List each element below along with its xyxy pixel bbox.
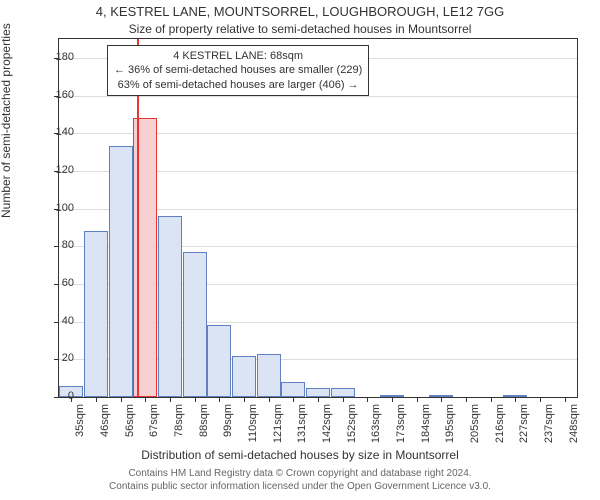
- annotation-line-1: 4 KESTREL LANE: 68sqm: [114, 49, 362, 63]
- annotation-line-2: ← 36% of semi-detached houses are smalle…: [114, 63, 362, 77]
- histogram-bar: [331, 388, 355, 397]
- x-tick-mark: [392, 397, 393, 402]
- x-tick-mark: [367, 397, 368, 402]
- histogram-bar: [306, 388, 330, 397]
- x-tick-label: 163sqm: [370, 404, 382, 443]
- x-tick-mark: [540, 397, 541, 402]
- x-tick-label: 67sqm: [148, 404, 160, 437]
- x-tick-mark: [491, 397, 492, 402]
- annotation-line-3: 63% of semi-detached houses are larger (…: [114, 78, 362, 92]
- histogram-bar: [281, 382, 305, 397]
- y-tick-label: 60: [44, 277, 74, 289]
- x-tick-mark: [515, 397, 516, 402]
- x-tick-mark: [417, 397, 418, 402]
- x-tick-label: 131sqm: [296, 404, 308, 443]
- x-tick-label: 195sqm: [444, 404, 456, 443]
- x-tick-label: 216sqm: [494, 404, 506, 443]
- x-tick-label: 88sqm: [198, 404, 210, 437]
- x-tick-label: 35sqm: [74, 404, 86, 437]
- footer-line-1: Contains HM Land Registry data © Crown c…: [0, 468, 600, 481]
- x-tick-mark: [121, 397, 122, 402]
- y-tick-label: 0: [44, 390, 74, 402]
- x-tick-mark: [96, 397, 97, 402]
- x-tick-label: 46sqm: [99, 404, 111, 437]
- x-tick-label: 99sqm: [222, 404, 234, 437]
- x-tick-mark: [195, 397, 196, 402]
- x-tick-label: 237sqm: [543, 404, 555, 443]
- y-axis-label: Number of semi-detached properties: [0, 23, 13, 218]
- x-tick-mark: [343, 397, 344, 402]
- histogram-bar: [232, 356, 256, 397]
- x-tick-label: 227sqm: [518, 404, 530, 443]
- histogram-bar: [257, 354, 281, 397]
- y-tick-label: 100: [44, 202, 74, 214]
- x-tick-label: 248sqm: [568, 404, 580, 443]
- x-tick-label: 173sqm: [395, 404, 407, 443]
- y-tick-label: 120: [44, 164, 74, 176]
- histogram-bar: [84, 231, 108, 397]
- x-tick-label: 184sqm: [420, 404, 432, 443]
- y-tick-label: 80: [44, 239, 74, 251]
- plot-area: 4 KESTREL LANE: 68sqm← 36% of semi-detac…: [58, 38, 578, 398]
- x-axis-label: Distribution of semi-detached houses by …: [0, 448, 600, 462]
- x-tick-mark: [219, 397, 220, 402]
- x-tick-mark: [145, 397, 146, 402]
- x-tick-label: 56sqm: [124, 404, 136, 437]
- x-tick-mark: [318, 397, 319, 402]
- histogram-bar: [207, 325, 231, 397]
- x-tick-mark: [293, 397, 294, 402]
- chart-subtitle: Size of property relative to semi-detach…: [0, 22, 600, 36]
- footer-attribution: Contains HM Land Registry data © Crown c…: [0, 468, 600, 493]
- histogram-bar: [183, 252, 207, 397]
- y-tick-label: 180: [44, 51, 74, 63]
- histogram-bar: [158, 216, 182, 397]
- x-tick-label: 110sqm: [247, 404, 259, 442]
- x-tick-mark: [244, 397, 245, 402]
- chart-title: 4, KESTREL LANE, MOUNTSORREL, LOUGHBOROU…: [0, 4, 600, 19]
- y-tick-label: 140: [44, 126, 74, 138]
- x-tick-mark: [441, 397, 442, 402]
- x-tick-label: 121sqm: [272, 404, 284, 443]
- x-tick-label: 205sqm: [469, 404, 481, 443]
- histogram-bar: [109, 146, 133, 397]
- y-tick-label: 40: [44, 315, 74, 327]
- x-tick-mark: [565, 397, 566, 402]
- chart-container: 4, KESTREL LANE, MOUNTSORREL, LOUGHBOROU…: [0, 0, 600, 500]
- footer-line-2: Contains public sector information licen…: [0, 481, 600, 494]
- x-tick-mark: [170, 397, 171, 402]
- x-tick-mark: [466, 397, 467, 402]
- y-tick-label: 20: [44, 352, 74, 364]
- x-tick-label: 152sqm: [346, 404, 358, 443]
- y-tick-label: 160: [44, 89, 74, 101]
- annotation-box: 4 KESTREL LANE: 68sqm← 36% of semi-detac…: [107, 45, 369, 96]
- x-tick-label: 78sqm: [173, 404, 185, 437]
- x-tick-mark: [269, 397, 270, 402]
- x-tick-label: 142sqm: [321, 404, 333, 443]
